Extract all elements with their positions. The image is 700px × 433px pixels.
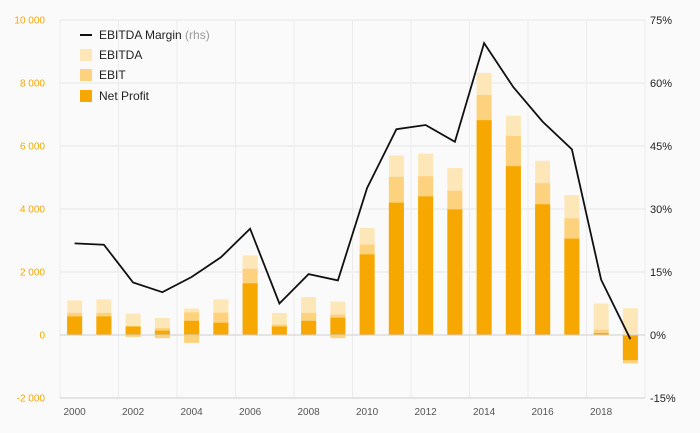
y-right-tick-label: 75% [650, 15, 672, 27]
y-left-tick-label: 6 000 [20, 142, 45, 153]
legend-label: Net Profit [99, 89, 150, 103]
grid [59, 19, 646, 399]
axes: -2 000 0 2 000 4 000 6 000 8 000 10 000 -15% 0% 1… [14, 15, 675, 418]
bar [67, 316, 83, 335]
bar [388, 202, 404, 335]
bar [622, 335, 638, 361]
bar [242, 283, 258, 335]
bar [330, 335, 346, 339]
bar [271, 326, 287, 335]
y-left-tick-label: 10 000 [14, 16, 45, 27]
y-left-tick-label: 2 000 [20, 268, 45, 279]
x-tick-label: 2006 [239, 407, 262, 418]
x-tick-label: 2004 [181, 407, 204, 418]
legend-swatch [80, 69, 92, 81]
bar [213, 322, 229, 335]
bar [593, 303, 609, 335]
legend-swatch [80, 90, 92, 102]
x-tick-label: 2014 [473, 407, 496, 418]
bar [96, 316, 112, 335]
x-tick-label: 2000 [64, 407, 87, 418]
x-tick-label: 2012 [415, 407, 438, 418]
legend-label: EBIT [99, 68, 126, 82]
y-left-tick-label: -2 000 [17, 394, 46, 405]
bar [359, 254, 375, 335]
bar [330, 317, 346, 335]
bar [125, 326, 141, 335]
bar [593, 333, 609, 335]
x-tick-label: 2016 [532, 407, 555, 418]
x-tick-label: 2018 [590, 407, 613, 418]
bar [154, 335, 170, 339]
bar [184, 335, 200, 343]
bar [418, 196, 434, 335]
x-tick-label: 2008 [298, 407, 321, 418]
y-right-tick-label: 45% [650, 141, 672, 153]
legend: EBITDA Margin (rhs) EBITDA EBIT Net Profit [80, 28, 210, 103]
bar [184, 320, 200, 335]
bar [505, 166, 521, 335]
y-right-tick-label: 15% [650, 267, 672, 279]
bar [535, 204, 551, 335]
margin-series-line [74, 40, 632, 340]
bar [301, 320, 317, 335]
bar [593, 329, 609, 335]
legend-label: EBITDA [99, 48, 142, 62]
x-tick-label: 2002 [122, 407, 145, 418]
legend-label: EBITDA Margin (rhs) [99, 28, 210, 42]
y-right-tick-label: 60% [650, 78, 672, 90]
bar [564, 238, 580, 335]
x-tick-label: 2010 [356, 407, 379, 418]
bar [476, 120, 492, 335]
y-right-tick-label: -15% [650, 393, 676, 405]
margin-line [74, 40, 632, 340]
bar [447, 209, 463, 335]
legend-swatch [80, 49, 92, 61]
bar [154, 330, 170, 335]
y-left-tick-label: 8 000 [20, 79, 45, 90]
legend-label-note: (rhs) [185, 28, 210, 42]
legend-label-main: EBITDA Margin [99, 28, 185, 42]
bars [67, 72, 638, 364]
y-right-tick-label: 30% [650, 204, 672, 216]
y-left-tick-label: 4 000 [20, 205, 45, 216]
bar [622, 308, 638, 335]
y-right-tick-label: 0% [650, 330, 666, 342]
y-left-tick-label: 0 [39, 331, 45, 342]
bar [125, 335, 141, 337]
